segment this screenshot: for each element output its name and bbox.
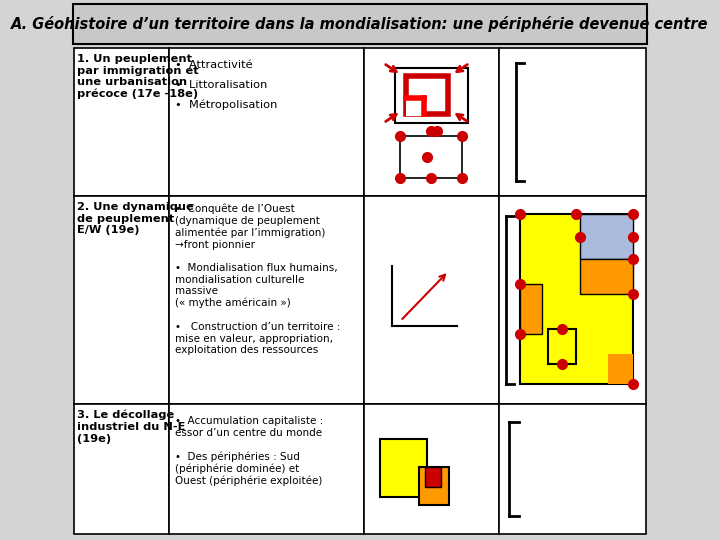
Bar <box>580 259 632 294</box>
Text: •  Accumulation capitaliste :
essor d’un centre du monde: • Accumulation capitaliste : essor d’un … <box>176 416 323 437</box>
Bar <box>500 404 647 534</box>
Bar <box>73 48 169 196</box>
Bar <box>520 284 542 334</box>
Bar <box>380 439 427 497</box>
Text: A. Géohistoire d’un territoire dans la mondialisation: une périphérie devenue ce: A. Géohistoire d’un territoire dans la m… <box>12 16 708 32</box>
Bar <box>520 214 632 384</box>
Bar <box>364 196 500 404</box>
Bar <box>426 467 441 487</box>
Bar <box>73 4 647 44</box>
Text: •  Conquête de l’Ouest
(dynamique de peuplement
alimentée par l’immigration)
→fr: • Conquête de l’Ouest (dynamique de peup… <box>176 204 325 250</box>
Text: •   Construction d’un territoire :
mise en valeur, appropriation,
exploitation d: • Construction d’un territoire : mise en… <box>176 322 341 355</box>
Bar <box>500 48 647 196</box>
Bar <box>169 48 364 196</box>
Bar <box>400 136 462 178</box>
Bar <box>169 404 364 534</box>
Text: •  Littoralisation: • Littoralisation <box>176 80 268 90</box>
Text: •  Métropolisation: • Métropolisation <box>176 100 278 111</box>
Bar <box>548 329 576 364</box>
Bar <box>364 48 500 196</box>
Bar <box>73 404 169 534</box>
Bar <box>406 98 423 116</box>
Bar <box>406 76 448 114</box>
Bar <box>169 196 364 404</box>
Text: •  Mondialisation flux humains,
mondialisation culturelle
massive
(« mythe améri: • Mondialisation flux humains, mondialis… <box>176 263 338 308</box>
Bar <box>419 467 449 505</box>
Text: •  Attractivité: • Attractivité <box>176 60 253 70</box>
Bar <box>580 214 632 259</box>
Text: •  Des périphéries : Sud
(périphérie dominée) et
Ouest (périphérie exploitée): • Des périphéries : Sud (périphérie domi… <box>176 451 323 486</box>
Bar <box>73 196 169 404</box>
Bar <box>608 354 632 384</box>
Text: 3. Le décollage
industriel du N-E
(19e): 3. Le décollage industriel du N-E (19e) <box>77 410 185 444</box>
Text: 1. Un peuplement
par immigration et
une urbanisation
précoce (17e -18e): 1. Un peuplement par immigration et une … <box>77 54 199 99</box>
Bar <box>500 196 647 404</box>
Text: 2. Une dynamique
de peuplement
E/W (19e): 2. Une dynamique de peuplement E/W (19e) <box>77 202 194 235</box>
Bar <box>395 68 468 123</box>
Bar <box>364 404 500 534</box>
